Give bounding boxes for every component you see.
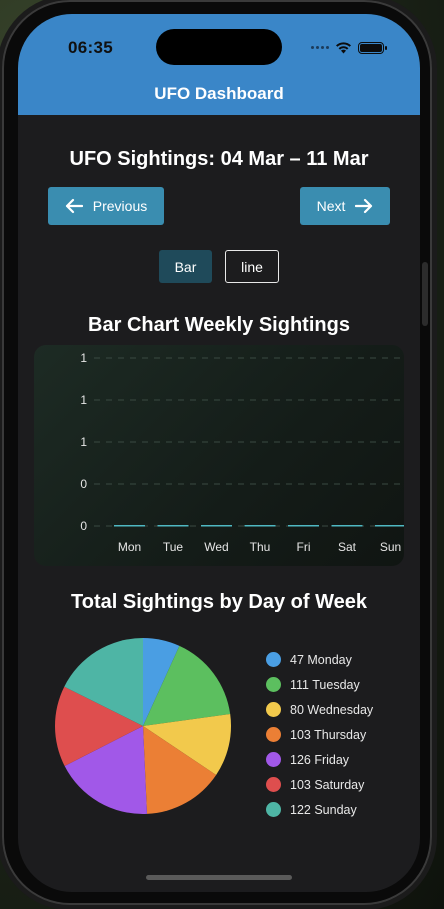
pie-slice-saturday[interactable]: [54, 686, 143, 767]
legend-item-wednesday[interactable]: 80 Wednesday: [266, 697, 373, 722]
bar-chart-title: Bar Chart Weekly Sightings: [88, 314, 350, 336]
next-label: Next: [316, 198, 346, 214]
arrow-left-icon: [65, 198, 83, 214]
bar-fri[interactable]: [288, 525, 319, 527]
signal-icon: [311, 46, 329, 49]
pie-slice-sunday[interactable]: [64, 638, 143, 726]
legend-swatch: [266, 652, 281, 667]
legend-swatch: [266, 727, 281, 742]
bar-chart: 1 1 1 0 0 Mon Tue Wed Thu Fri Sat Sun: [80, 351, 404, 554]
phone-frame: 06:35 UFO Dashboard UFO Sightings: 04 Ma…: [2, 0, 432, 905]
week-title: UFO Sightings: 04 Mar – 11 Mar: [69, 148, 369, 170]
legend-label: 122 Sunday: [290, 802, 357, 817]
pie-slice-thursday[interactable]: [143, 726, 217, 814]
arrow-right-icon: [355, 198, 373, 214]
x-tick-label: Thu: [250, 540, 271, 554]
y-tick-label: 1: [80, 393, 87, 407]
bar-sat[interactable]: [331, 525, 363, 527]
y-tick-label: 0: [80, 519, 87, 533]
legend-item-tuesday[interactable]: 111 Tuesday: [266, 672, 373, 697]
line-toggle[interactable]: line: [225, 250, 279, 283]
bar-tue[interactable]: [157, 525, 189, 527]
x-tick-label: Fri: [297, 540, 311, 554]
x-tick-label: Sat: [338, 540, 357, 554]
legend-label: 126 Friday: [290, 752, 350, 767]
next-button[interactable]: Next: [300, 187, 390, 225]
pie-slice-wednesday[interactable]: [143, 714, 231, 775]
wifi-icon: [336, 42, 351, 54]
bar-chart-container: 1 1 1 0 0 Mon Tue Wed Thu Fri Sat Sun: [34, 345, 404, 566]
previous-label: Previous: [92, 198, 148, 214]
status-time: 06:35: [68, 38, 113, 57]
status-icons: [311, 41, 387, 54]
legend-label: 111 Tuesday: [290, 677, 360, 692]
y-tick-label: 1: [80, 435, 87, 449]
legend-swatch: [266, 677, 281, 692]
legend-label: 103 Thursday: [290, 727, 367, 742]
legend-item-saturday[interactable]: 103 Saturday: [266, 772, 373, 797]
y-tick-label: 1: [80, 351, 87, 365]
pie-slice-friday[interactable]: [64, 726, 147, 814]
dynamic-island: [156, 29, 282, 65]
x-tick-label: Wed: [204, 540, 228, 554]
pie-chart-title: Total Sightings by Day of Week: [71, 591, 367, 613]
legend-swatch: [266, 802, 281, 817]
bar-sun[interactable]: [375, 525, 404, 527]
y-tick-label: 0: [80, 477, 87, 491]
legend-label: 103 Saturday: [290, 777, 365, 792]
pie-chart: [54, 638, 231, 814]
legend-label: 47 Monday: [290, 652, 352, 667]
battery-icon: [358, 41, 387, 54]
legend-swatch: [266, 752, 281, 767]
app-screen: 06:35 UFO Dashboard UFO Sightings: 04 Ma…: [18, 14, 420, 892]
previous-button[interactable]: Previous: [48, 187, 164, 225]
x-tick-label: Mon: [118, 540, 141, 554]
legend-item-monday[interactable]: 47 Monday: [266, 647, 373, 672]
pie-slice-tuesday[interactable]: [143, 645, 231, 726]
legend-item-friday[interactable]: 126 Friday: [266, 747, 373, 772]
app-header: 06:35 UFO Dashboard: [18, 14, 420, 115]
bar-thu[interactable]: [244, 525, 276, 527]
legend-label: 80 Wednesday: [290, 702, 374, 717]
pie-legend: 47 Monday 111 Tuesday 80 Wednesday 103 Thur…: [266, 647, 373, 822]
legend-item-thursday[interactable]: 103 Thursday: [266, 722, 373, 747]
legend-item-sunday[interactable]: 122 Sunday: [266, 797, 373, 822]
x-tick-label: Sun: [380, 540, 401, 554]
home-indicator[interactable]: [146, 875, 292, 880]
legend-swatch: [266, 777, 281, 792]
bar-mon[interactable]: [114, 525, 145, 527]
app-title: UFO Dashboard: [154, 84, 284, 103]
pie-slice-monday[interactable]: [143, 638, 180, 726]
legend-swatch: [266, 702, 281, 717]
bar-wed[interactable]: [201, 525, 232, 527]
bar-toggle[interactable]: Bar: [159, 250, 212, 283]
x-tick-label: Tue: [163, 540, 184, 554]
volume-button: [422, 262, 428, 326]
